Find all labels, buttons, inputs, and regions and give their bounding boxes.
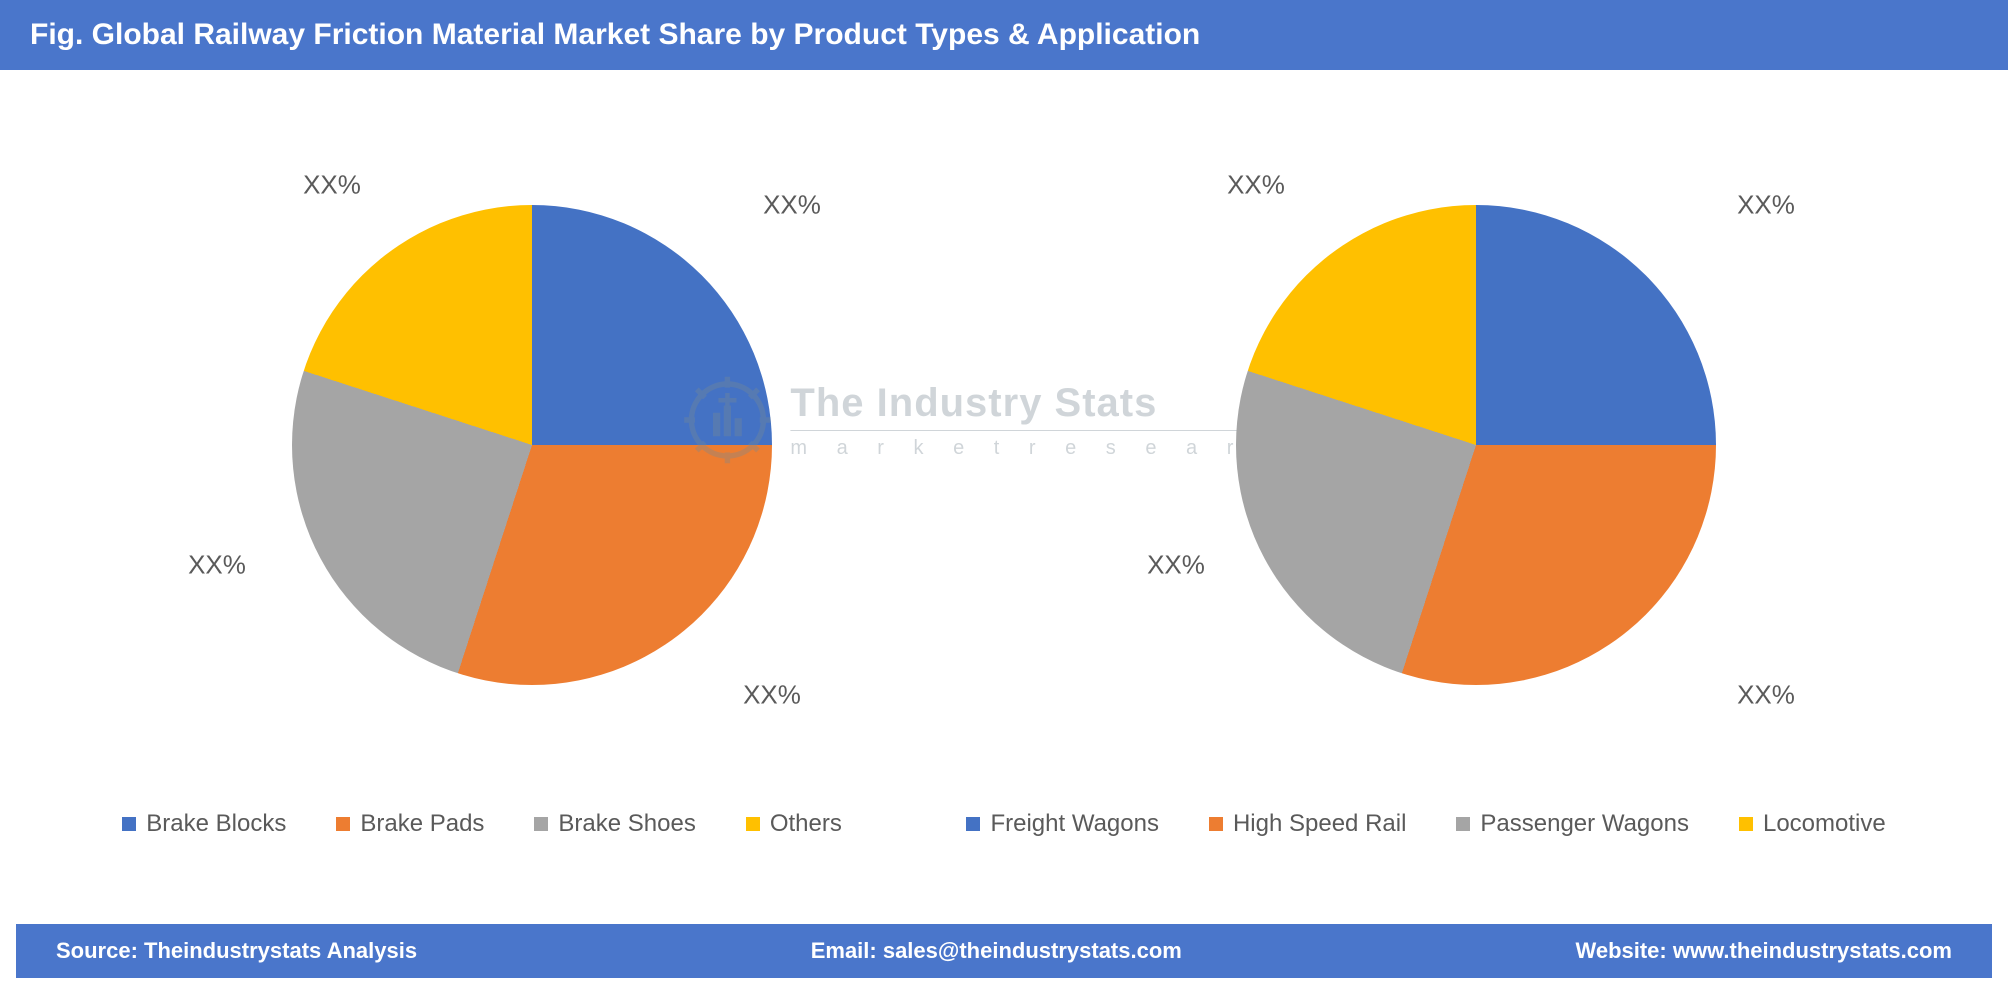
slice-label: XX% bbox=[188, 550, 246, 581]
legend-swatch bbox=[534, 817, 548, 831]
legend-label: Brake Shoes bbox=[558, 810, 695, 838]
legend-label: Brake Blocks bbox=[146, 810, 286, 838]
footer-source: Source: Theindustrystats Analysis bbox=[56, 938, 417, 964]
slice-label: XX% bbox=[1147, 550, 1205, 581]
legend-item: Passenger Wagons bbox=[1456, 810, 1689, 838]
pie-right bbox=[1236, 205, 1716, 685]
pie-right-wrap bbox=[1236, 205, 1716, 685]
footer-website: Website: www.theindustrystats.com bbox=[1575, 938, 1952, 964]
footer-bar: Source: Theindustrystats Analysis Email:… bbox=[16, 924, 1992, 978]
legend-swatch bbox=[1456, 817, 1470, 831]
legend-item: Brake Pads bbox=[336, 810, 484, 838]
pie-left bbox=[292, 205, 772, 685]
slice-label: XX% bbox=[1737, 680, 1795, 711]
legend-label: Passenger Wagons bbox=[1480, 810, 1689, 838]
pie-left-wrap bbox=[292, 205, 772, 685]
legend-item: Others bbox=[746, 810, 842, 838]
chart-title-bar: Fig. Global Railway Friction Material Ma… bbox=[0, 0, 2008, 70]
footer-email: Email: sales@theindustrystats.com bbox=[811, 938, 1182, 964]
legend-label: Freight Wagons bbox=[990, 810, 1159, 838]
legend-swatch bbox=[1739, 817, 1753, 831]
legend-item: Brake Blocks bbox=[122, 810, 286, 838]
slice-label: XX% bbox=[303, 170, 361, 201]
legend-item: Locomotive bbox=[1739, 810, 1886, 838]
slice-label: XX% bbox=[1227, 170, 1285, 201]
legend-swatch bbox=[1209, 817, 1223, 831]
legend-item: Brake Shoes bbox=[534, 810, 695, 838]
legend-item: Freight Wagons bbox=[966, 810, 1159, 838]
legend-swatch bbox=[746, 817, 760, 831]
legend-swatch bbox=[122, 817, 136, 831]
pie-chart-right: XX% XX% XX% XX% bbox=[1076, 135, 1876, 755]
legend-label: Others bbox=[770, 810, 842, 838]
chart-title: Fig. Global Railway Friction Material Ma… bbox=[30, 18, 1200, 51]
slice-label: XX% bbox=[743, 680, 801, 711]
legend-swatch bbox=[966, 817, 980, 831]
legend-swatch bbox=[336, 817, 350, 831]
legend-row: Brake BlocksBrake PadsBrake ShoesOthers … bbox=[0, 800, 2008, 868]
legend-left: Brake Blocks Brake Pads Brake Shoes Others bbox=[122, 810, 842, 838]
legend-right: Freight Wagons High Speed Rail Passenger W… bbox=[966, 810, 1885, 838]
legend-item: High Speed Rail bbox=[1209, 810, 1406, 838]
charts-area: XX%XX%XX%XX% The Industry Stats m a r k … bbox=[0, 70, 2008, 800]
legend-label: High Speed Rail bbox=[1233, 810, 1406, 838]
pie-chart-left: XX% XX% XX% XX% bbox=[132, 135, 932, 755]
legend-label: Locomotive bbox=[1763, 810, 1886, 838]
legend-label: Brake Pads bbox=[360, 810, 484, 838]
slice-label: XX% bbox=[1737, 190, 1795, 221]
slice-label: XX% bbox=[763, 190, 821, 221]
